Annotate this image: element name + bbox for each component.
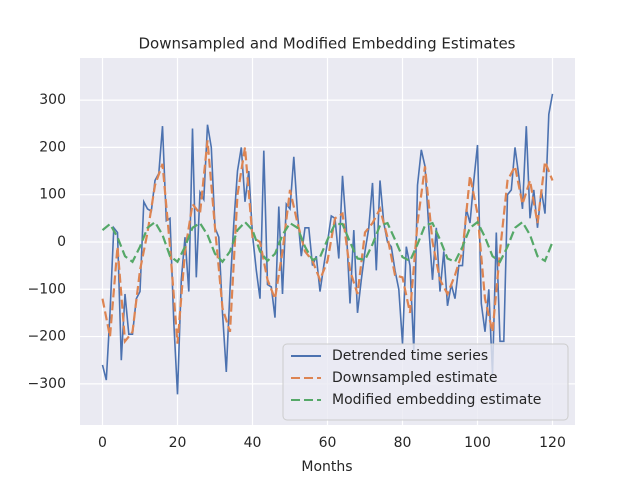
- legend-label: Modified embedding estimate: [332, 392, 541, 408]
- y-tick-label: −200: [28, 329, 66, 345]
- x-tick-label: 100: [464, 435, 491, 451]
- x-tick-label: 0: [98, 435, 107, 451]
- x-axis-label: Months: [301, 459, 352, 475]
- y-tick-label: 0: [57, 234, 66, 250]
- x-tick-label: 60: [319, 435, 337, 451]
- x-tick-label: 120: [539, 435, 566, 451]
- legend: Detrended time series Downsampled estimat…: [282, 343, 569, 421]
- x-tick-label: 80: [394, 435, 412, 451]
- series-line: [101, 220, 554, 264]
- y-tick-label: −300: [28, 376, 66, 392]
- series-line: [101, 140, 554, 345]
- legend-label: Detrended time series: [332, 348, 488, 364]
- y-tick-label: 100: [39, 187, 66, 203]
- x-tick-label: 20: [169, 435, 187, 451]
- y-tick-label: 300: [39, 92, 66, 108]
- x-tick-label: 40: [244, 435, 262, 451]
- legend-label: Downsampled estimate: [332, 370, 498, 386]
- y-tick-label: −100: [28, 281, 66, 297]
- y-tick-label: 200: [39, 139, 66, 155]
- legend-box: [282, 343, 569, 421]
- chart-title: Downsampled and Modified Embedding Estim…: [138, 35, 515, 53]
